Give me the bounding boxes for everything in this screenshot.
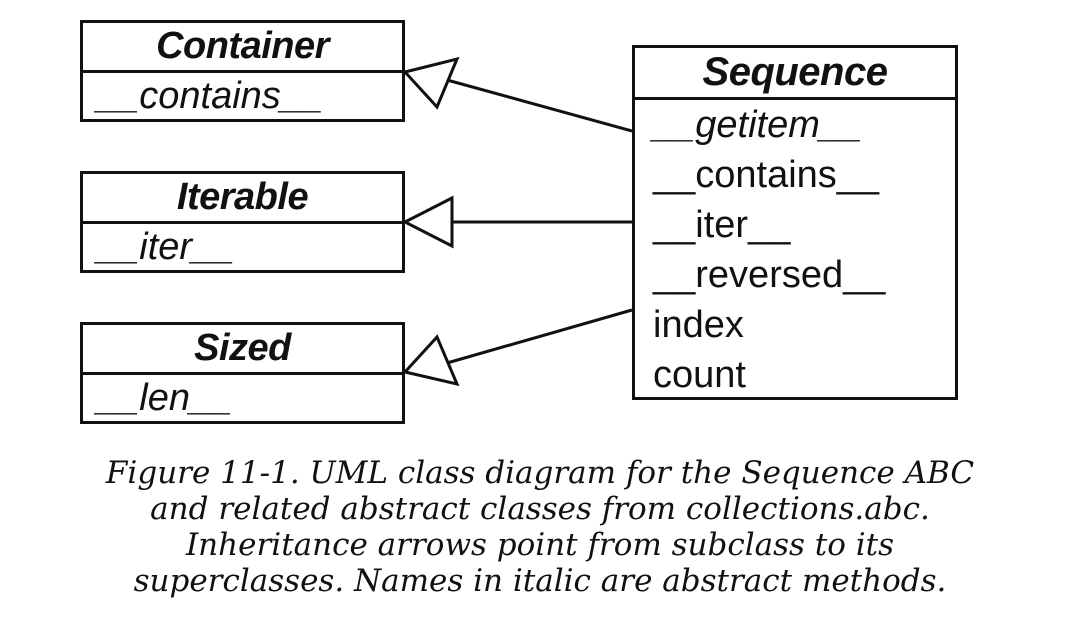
class-name-sequence: Sequence [635, 48, 955, 100]
class-name-iterable: Iterable [83, 174, 402, 224]
method-index: index [653, 304, 744, 346]
method-contains: __contains__ [97, 75, 324, 117]
method-getitem: __getitem__ [653, 104, 863, 146]
figure-caption: Figure 11-1. UML class diagram for the S… [40, 455, 1040, 599]
class-container: Container __contains__ [80, 20, 405, 122]
class-name-sized: Sized [83, 325, 402, 375]
class-sized: Sized __len__ [80, 322, 405, 424]
method-contains: __contains__ [653, 154, 880, 196]
caption-line: Inheritance arrows point from subclass t… [185, 527, 895, 563]
class-sequence: Sequence __getitem__ __contains__ __iter… [632, 45, 958, 400]
class-name-container: Container [83, 23, 402, 73]
arrowhead-container [402, 56, 460, 110]
class-iterable: Iterable __iter__ [80, 171, 405, 273]
method-iter: __iter__ [97, 226, 235, 268]
arrowhead-sized [402, 334, 460, 387]
arrow-line-sequence-sized [446, 308, 633, 365]
arrowhead-iterable [401, 195, 454, 249]
caption-line: superclasses. Names in italic are abstra… [133, 563, 947, 599]
arrow-line-sequence-container [446, 78, 633, 133]
caption-line: and related abstract classes from collec… [150, 491, 930, 527]
method-reversed: __reversed__ [653, 254, 886, 296]
method-iter: __iter__ [653, 204, 791, 246]
method-count: count [653, 354, 746, 396]
method-len: __len__ [97, 377, 233, 419]
caption-line: Figure 11-1. UML class diagram for the S… [105, 455, 975, 491]
